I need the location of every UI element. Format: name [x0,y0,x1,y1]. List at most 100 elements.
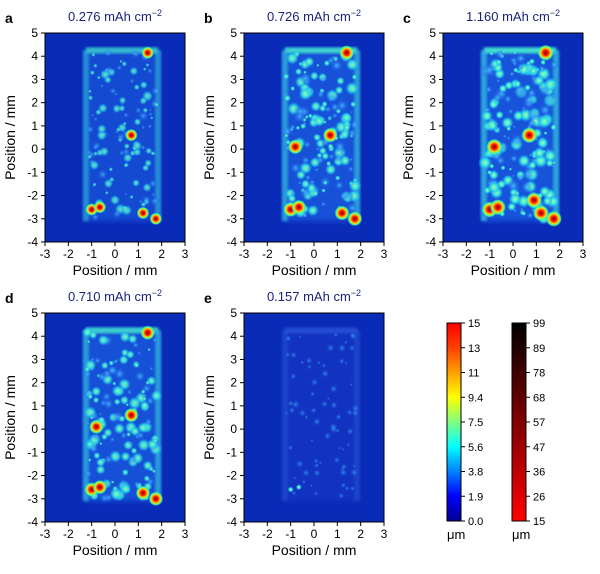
hot-spot [89,419,104,434]
speckle [495,49,505,60]
hot-spot [334,205,350,221]
speckle [551,185,557,190]
y-tick-label: -1 [27,445,38,459]
speckle [97,334,109,346]
y-tick-label: -2 [425,189,436,203]
speckle [133,118,142,126]
speckle [148,111,153,117]
x-tick-label: 2 [357,247,364,261]
speckle [149,196,160,207]
speckle [142,90,154,102]
speckle [323,432,332,440]
speckle [287,444,294,451]
speckle [351,74,358,80]
speckle [92,396,100,404]
speckle [344,485,350,491]
speckle [303,140,312,149]
speckle [349,485,356,492]
speckle [316,63,320,67]
speckle [487,181,492,186]
speckle [121,61,128,67]
speckle [323,60,330,67]
speckle [302,468,310,477]
speckle [103,48,113,58]
x-tick-label: 1 [135,527,142,541]
speckle [320,201,327,208]
speckle [320,400,329,408]
hot-spot [339,45,355,61]
y-tick-label: -2 [226,469,237,483]
y-axis-label: Position / mm [201,95,217,180]
speckle [508,192,522,206]
speckle [494,121,499,127]
speckle [126,426,132,432]
speckle [149,366,154,371]
speckle [152,438,158,444]
y-tick-label: 4 [31,329,38,343]
speckle [85,421,91,426]
speckle [316,360,321,365]
speckle [502,134,508,139]
colorbar-layer: 1513119.47.55.63.81.90.0μm99897868574736… [446,318,545,542]
colorbar-tick-label: 78 [533,368,545,380]
speckle [298,71,313,85]
x-tick-label: 3 [381,247,388,261]
y-tick-label: -2 [27,469,38,483]
speckle [327,152,336,161]
speckle [304,115,309,119]
hot-spot [533,204,549,221]
colorbar-tick-label: 15 [533,516,545,528]
left-edge [281,330,288,502]
y-tick-label: 5 [230,306,237,320]
speckle [301,479,307,485]
y-axis-label: Position / mm [2,95,18,180]
y-tick-label: -1 [425,165,436,179]
speckle [507,108,514,115]
speckle [327,143,334,150]
speckle [543,149,557,163]
hot-spot [322,127,338,143]
y-tick-label: 1 [31,119,38,133]
speckle [521,211,527,216]
speckle [89,415,94,420]
speckle [293,165,298,170]
speckle [346,201,359,215]
x-tick-label: -3 [239,247,250,261]
hot-spot [295,484,302,491]
y-tick-label: 3 [429,72,436,86]
x-tick-label: 3 [182,527,189,541]
x-tick-label: -2 [461,247,472,261]
speckle [93,433,101,441]
speckle [83,369,92,379]
y-tick-label: 0 [31,142,38,156]
right-edge [155,50,162,222]
speckle [146,67,154,75]
y-tick-label: 2 [31,96,38,110]
panel-title: 1.160 mAh cm−2 [466,8,560,24]
speckle [134,370,146,382]
heatmap-image [281,45,363,227]
y-tick-label: 5 [429,26,436,40]
speckle [98,412,103,416]
speckle [140,124,146,130]
speckle [309,71,319,81]
y-tick-label: -4 [27,235,38,249]
speckle [510,133,524,147]
speckle [313,133,322,142]
speckle [313,458,319,464]
speckle [99,442,103,446]
y-tick-label: 2 [230,96,237,110]
speckle [338,358,345,365]
speckle [95,464,106,475]
y-tick-label: 0 [230,142,237,156]
speckle [333,332,339,338]
speckle [496,78,501,84]
speckle [134,433,140,440]
hot-spot [537,44,554,61]
speckle [129,441,134,446]
